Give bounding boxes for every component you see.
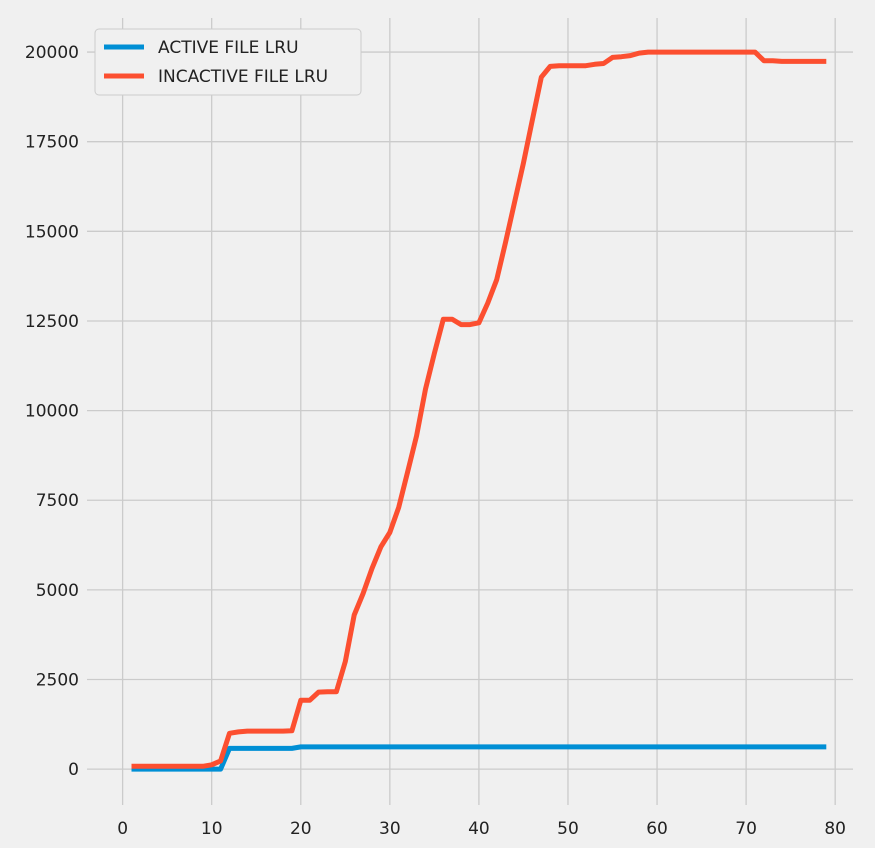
legend-label-active: ACTIVE FILE LRU (158, 38, 299, 58)
y-tick-label: 10000 (25, 402, 79, 422)
y-tick-label: 7500 (36, 491, 79, 511)
x-tick-label: 60 (646, 819, 668, 839)
x-tick-label: 10 (201, 819, 223, 839)
series-line-active-file-lru (131, 744, 827, 772)
series-line-inactive-file-lru (131, 49, 827, 769)
y-tick-label: 20000 (25, 43, 79, 63)
legend-box (94, 28, 362, 96)
x-tick-label: 20 (290, 819, 312, 839)
series-lines (131, 49, 827, 772)
grid (87, 18, 853, 805)
x-tick-label: 80 (824, 819, 846, 839)
y-tick-label: 5000 (36, 581, 79, 601)
legend: ACTIVE FILE LRU INCACTIVE FILE LRU (94, 28, 362, 96)
x-tick-label: 30 (379, 819, 401, 839)
y-tick-label: 12500 (25, 312, 79, 332)
x-tick-label: 0 (117, 819, 128, 839)
plot-area (87, 18, 853, 805)
x-tick-label: 40 (468, 819, 490, 839)
y-tick-label: 17500 (25, 133, 79, 153)
tick-labels: 0 10 20 30 40 50 60 70 80 0 2500 5000 7500 10000 12500… (25, 43, 846, 839)
y-tick-label: 0 (68, 760, 79, 780)
legend-label-inactive: INCACTIVE FILE LRU (158, 67, 328, 87)
y-tick-label: 2500 (36, 671, 79, 691)
x-tick-label: 50 (557, 819, 579, 839)
x-tick-label: 70 (735, 819, 757, 839)
y-tick-label: 15000 (25, 222, 79, 242)
